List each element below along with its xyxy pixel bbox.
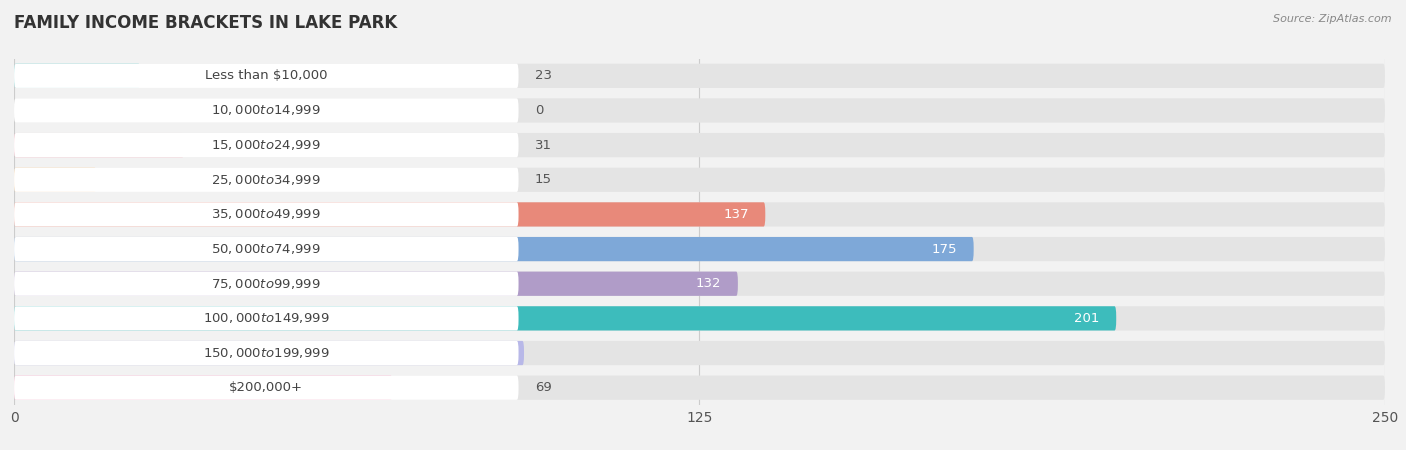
Text: 201: 201	[1074, 312, 1099, 325]
Text: 175: 175	[932, 243, 957, 256]
FancyBboxPatch shape	[14, 64, 141, 88]
FancyBboxPatch shape	[14, 237, 1385, 261]
Text: 69: 69	[534, 381, 551, 394]
Text: $150,000 to $199,999: $150,000 to $199,999	[202, 346, 329, 360]
FancyBboxPatch shape	[14, 168, 1385, 192]
FancyBboxPatch shape	[14, 341, 524, 365]
Text: $15,000 to $24,999: $15,000 to $24,999	[211, 138, 321, 152]
FancyBboxPatch shape	[14, 133, 519, 157]
FancyBboxPatch shape	[14, 272, 519, 296]
FancyBboxPatch shape	[14, 133, 184, 157]
Text: 15: 15	[534, 173, 553, 186]
FancyBboxPatch shape	[14, 272, 1385, 296]
Text: $10,000 to $14,999: $10,000 to $14,999	[211, 104, 321, 117]
FancyBboxPatch shape	[14, 306, 519, 330]
Text: Source: ZipAtlas.com: Source: ZipAtlas.com	[1274, 14, 1392, 23]
FancyBboxPatch shape	[14, 376, 1385, 400]
FancyBboxPatch shape	[14, 202, 765, 226]
Text: 132: 132	[696, 277, 721, 290]
Text: 137: 137	[723, 208, 749, 221]
FancyBboxPatch shape	[14, 202, 519, 226]
FancyBboxPatch shape	[14, 237, 519, 261]
Text: $50,000 to $74,999: $50,000 to $74,999	[211, 242, 321, 256]
FancyBboxPatch shape	[14, 64, 1385, 88]
FancyBboxPatch shape	[14, 341, 519, 365]
Text: FAMILY INCOME BRACKETS IN LAKE PARK: FAMILY INCOME BRACKETS IN LAKE PARK	[14, 14, 398, 32]
Text: 0: 0	[534, 104, 543, 117]
FancyBboxPatch shape	[14, 133, 1385, 157]
FancyBboxPatch shape	[14, 376, 392, 400]
FancyBboxPatch shape	[14, 99, 519, 122]
Text: $35,000 to $49,999: $35,000 to $49,999	[211, 207, 321, 221]
Text: $25,000 to $34,999: $25,000 to $34,999	[211, 173, 321, 187]
FancyBboxPatch shape	[14, 376, 519, 400]
Text: Less than $10,000: Less than $10,000	[205, 69, 328, 82]
Text: 23: 23	[534, 69, 553, 82]
Text: 93: 93	[491, 346, 508, 360]
FancyBboxPatch shape	[14, 237, 974, 261]
Text: $75,000 to $99,999: $75,000 to $99,999	[211, 277, 321, 291]
FancyBboxPatch shape	[14, 306, 1385, 330]
Text: $200,000+: $200,000+	[229, 381, 304, 394]
Text: 31: 31	[534, 139, 553, 152]
FancyBboxPatch shape	[14, 64, 519, 88]
Text: $100,000 to $149,999: $100,000 to $149,999	[202, 311, 329, 325]
FancyBboxPatch shape	[14, 99, 1385, 122]
FancyBboxPatch shape	[14, 168, 519, 192]
FancyBboxPatch shape	[14, 168, 96, 192]
FancyBboxPatch shape	[14, 272, 738, 296]
FancyBboxPatch shape	[14, 306, 1116, 330]
FancyBboxPatch shape	[14, 341, 1385, 365]
FancyBboxPatch shape	[14, 202, 1385, 226]
